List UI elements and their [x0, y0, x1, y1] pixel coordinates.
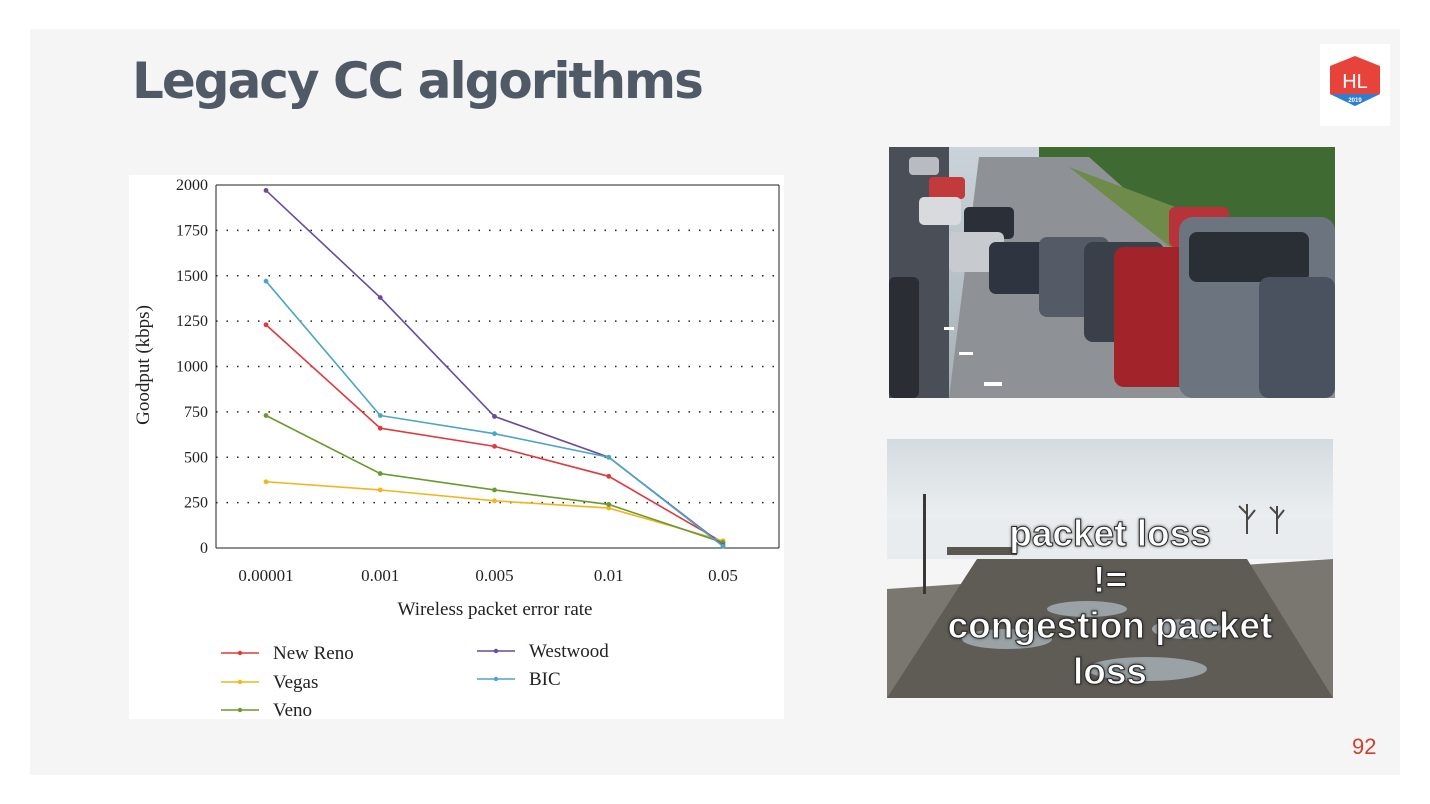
x-tick-label: 0.001: [361, 566, 399, 585]
y-tick-label: 0: [200, 540, 208, 557]
x-tick-label: 0.05: [708, 566, 738, 585]
caption-line-2: !=: [1093, 559, 1128, 601]
conference-logo: HL 2019: [1320, 44, 1390, 126]
data-point: [263, 188, 269, 193]
potholed-road-photo: [887, 439, 1333, 698]
data-point: [606, 502, 612, 507]
y-tick-label: 1750: [176, 222, 208, 239]
data-point: [720, 543, 726, 549]
legend-marker: [493, 676, 499, 682]
traffic-jam-photo: [889, 147, 1335, 398]
data-point: [263, 322, 269, 328]
y-axis-label: Goodput (kbps): [133, 305, 154, 425]
data-point: [263, 413, 269, 418]
data-point: [606, 454, 612, 460]
legend-marker: [237, 679, 243, 685]
data-point: [492, 443, 497, 449]
logo-text: HL: [1342, 71, 1368, 93]
series-line: [265, 280, 724, 547]
y-tick-label: 250: [184, 495, 208, 512]
x-tick-label: 0.01: [594, 566, 624, 585]
data-point: [377, 413, 383, 418]
data-point: [377, 487, 383, 493]
data-point: [492, 498, 497, 504]
caption-line-1: packet loss: [1009, 513, 1212, 555]
legend-label: New Reno: [273, 643, 354, 664]
slide-title: Legacy CC algorithms: [132, 52, 704, 110]
page-number: 92: [1352, 734, 1377, 759]
data-point: [492, 487, 497, 493]
data-point: [377, 425, 383, 431]
legend-marker: [237, 707, 243, 713]
y-tick-label: 1250: [176, 313, 208, 330]
data-point: [263, 479, 269, 485]
y-tick-label: 1000: [176, 359, 208, 376]
chart-svg: 0 250 500 750 1000 1250 1500 1750 2000 0.00001 0.0…: [133, 177, 780, 719]
y-tick-label: 2000: [176, 177, 208, 194]
y-tick-label: 750: [184, 404, 208, 421]
packet-loss-caption: packet loss != congestion packet loss: [887, 511, 1333, 695]
data-point: [606, 505, 612, 511]
goodput-chart: 0 250 500 750 1000 1250 1500 1750 2000 0.00001 0.0…: [129, 175, 784, 719]
legend-marker: [493, 648, 499, 654]
legend-marker: [237, 650, 243, 656]
legend-label: Veno: [273, 700, 312, 719]
legend-label: Westwood: [529, 641, 609, 662]
data-point: [377, 295, 383, 300]
data-point: [492, 431, 497, 437]
logo-year: 2019: [1348, 98, 1362, 104]
data-point: [263, 278, 269, 284]
data-point: [492, 414, 497, 419]
legend-label: BIC: [529, 669, 561, 690]
data-point: [606, 473, 612, 479]
x-tick-label: 0.00001: [238, 566, 293, 585]
x-tick-label: 0.005: [475, 566, 513, 585]
x-axis-label: Wireless packet error rate: [398, 599, 593, 620]
y-tick-label: 500: [184, 449, 208, 466]
caption-line-3: congestion packet: [947, 605, 1273, 647]
y-tick-label: 1500: [176, 268, 208, 285]
data-point: [377, 471, 383, 476]
caption-line-4: loss: [1072, 651, 1148, 693]
legend-label: Vegas: [273, 672, 318, 693]
